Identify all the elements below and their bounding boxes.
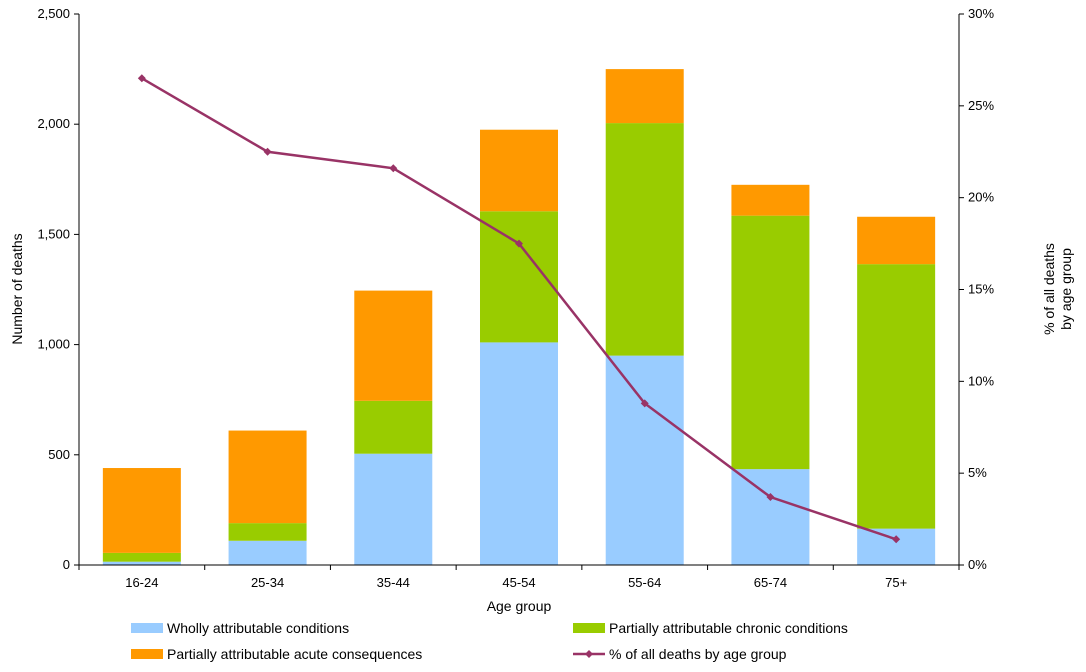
line-point-35-44 [389, 164, 398, 173]
legend-swatch-1 [131, 623, 163, 633]
bar-segment-3-25-34 [228, 430, 307, 524]
y-tick-label-right: 0% [968, 557, 987, 572]
y-tick-label-left: 2,500 [37, 6, 70, 21]
y-tick-label-right: 20% [968, 190, 994, 205]
y-tick-label-left: 1,500 [37, 226, 70, 241]
x-tick-label: 16-24 [125, 575, 158, 590]
bar-segment-2-65-74 [731, 215, 810, 470]
y-tick-label-right: 15% [968, 282, 994, 297]
bar-segment-3-65-74 [731, 184, 810, 216]
x-tick-label: 45-54 [502, 575, 535, 590]
bar-segment-2-16-24 [102, 552, 181, 562]
y-axis-right-title-line1: % of all deaths [1041, 243, 1057, 335]
x-tick-label: 65-74 [754, 575, 787, 590]
x-tick-label: 25-34 [251, 575, 284, 590]
legend-label-1: Wholly attributable conditions [167, 620, 349, 636]
y-tick-label-left: 2,000 [37, 116, 70, 131]
legend-label-4: % of all deaths by age group [609, 646, 787, 662]
bar-segment-1-16-24 [102, 561, 181, 565]
axes-layer: 0 500 1,000 1,500 2,000 2,500 0% 5% 10% 15% 20% 25%… [37, 6, 994, 590]
y-tick-label-left: 1,000 [37, 337, 70, 352]
legend-swatch-3 [131, 649, 163, 659]
bar-segment-2-55-64 [605, 123, 684, 356]
bar-segment-1-25-34 [228, 540, 307, 565]
line-point-75+ [892, 535, 901, 544]
y-tick-label-right: 25% [968, 98, 994, 113]
bar-segment-2-25-34 [228, 523, 307, 541]
bar-segment-2-35-44 [354, 400, 433, 454]
x-tick-label: 55-64 [628, 575, 661, 590]
bar-segment-3-45-54 [480, 129, 558, 212]
y-tick-label-right: 10% [968, 373, 994, 388]
bar-segment-1-65-74 [731, 469, 810, 565]
line-point-16-24 [137, 74, 146, 83]
y-tick-label-left: 500 [48, 447, 70, 462]
line-point-25-34 [263, 147, 272, 156]
bars-layer [102, 69, 936, 565]
line-point-65-74 [766, 493, 775, 502]
bar-segment-3-35-44 [354, 290, 433, 401]
bar-segment-1-75+ [857, 528, 936, 565]
legend-label-3: Partially attributable acute consequence… [167, 646, 422, 662]
bar-segment-2-75+ [857, 264, 936, 529]
bar-segment-3-16-24 [102, 468, 181, 553]
x-tick-label: 75+ [885, 575, 907, 590]
bar-segment-1-35-44 [354, 453, 433, 565]
line-point-55-64 [640, 399, 649, 408]
y-tick-label-right: 30% [968, 6, 994, 21]
bar-segment-3-55-64 [605, 69, 684, 124]
bar-segment-1-55-64 [605, 355, 684, 565]
line-layer [137, 74, 901, 544]
line-point-45-54 [515, 239, 523, 248]
x-tick-label: 35-44 [377, 575, 410, 590]
y-tick-label-left: 0 [63, 557, 70, 572]
bar-segment-1-45-54 [480, 342, 558, 565]
legend: Wholly attributable conditions Partially … [131, 620, 848, 662]
x-axis-title: Age group [487, 598, 552, 614]
legend-swatch-2 [573, 623, 605, 633]
legend-swatch-marker [585, 650, 593, 658]
y-axis-title: Number of deaths [9, 233, 25, 344]
bar-segment-3-75+ [857, 216, 936, 265]
y-tick-label-right: 5% [968, 465, 987, 480]
legend-label-2: Partially attributable chronic condition… [609, 620, 848, 636]
y-axis-right-title-line2: by age group [1058, 248, 1074, 330]
